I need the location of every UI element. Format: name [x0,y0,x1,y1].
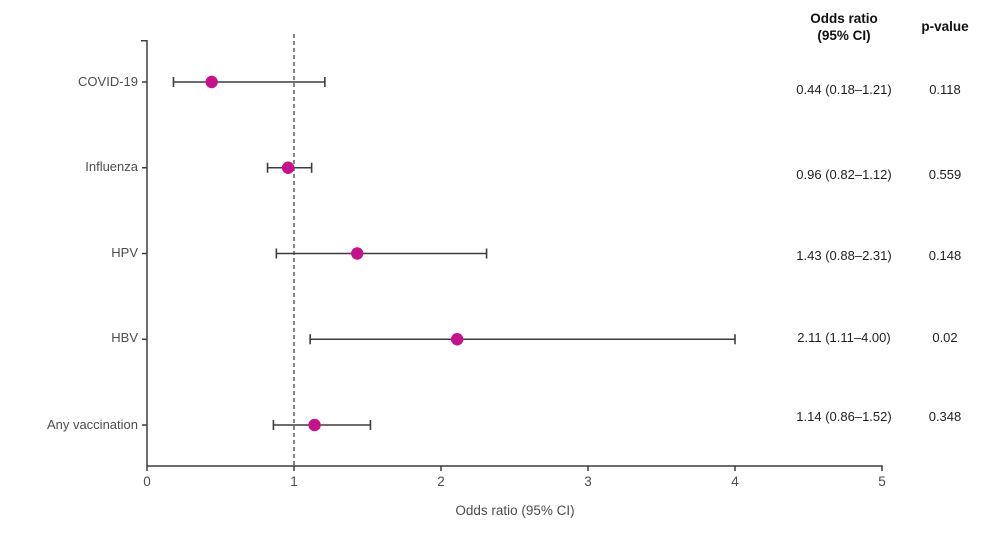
p-value: 0.02 [932,330,958,345]
p-value: 0.348 [928,409,962,424]
p-value: 0.559 [928,167,962,182]
odds-ratio-header-line2: (95% CI) [817,28,871,43]
x-tick-label: 3 [584,474,592,489]
x-tick-label: 1 [290,474,298,489]
odds-ratio-marker [351,247,364,260]
category-label: Influenza [85,159,138,174]
or-ci-value: 0.44 (0.18–1.21) [796,82,892,97]
category-label: HBV [111,330,138,345]
odds-ratio-marker [205,75,218,89]
odds-ratio-header-line1: Odds ratio [810,11,878,26]
x-tick-label: 4 [731,474,739,489]
x-tick-label: 5 [878,474,886,489]
odds-ratio-column-header: Odds ratio (95% CI) [764,10,924,44]
or-ci-value: 2.11 (1.11–4.00) [797,330,891,345]
x-axis-title: Odds ratio (95% CI) [455,503,575,518]
or-ci-value: 0.96 (0.82–1.12) [796,167,892,182]
or-ci-value: 1.43 (0.88–2.31) [796,248,892,263]
or-ci-value: 1.14 (0.86–1.52) [796,409,892,424]
p-value: 0.148 [928,248,962,263]
category-label: HPV [111,245,138,260]
p-value-column-header: p-value [921,19,969,34]
odds-ratio-marker [281,161,295,174]
odds-ratio-marker [308,418,321,432]
x-tick-label: 2 [437,474,445,489]
p-value: 0.118 [929,82,961,97]
category-label: COVID-19 [78,74,138,89]
category-label: Any vaccination [46,417,138,432]
x-tick-label: 0 [143,474,151,489]
odds-ratio-marker [450,333,464,346]
